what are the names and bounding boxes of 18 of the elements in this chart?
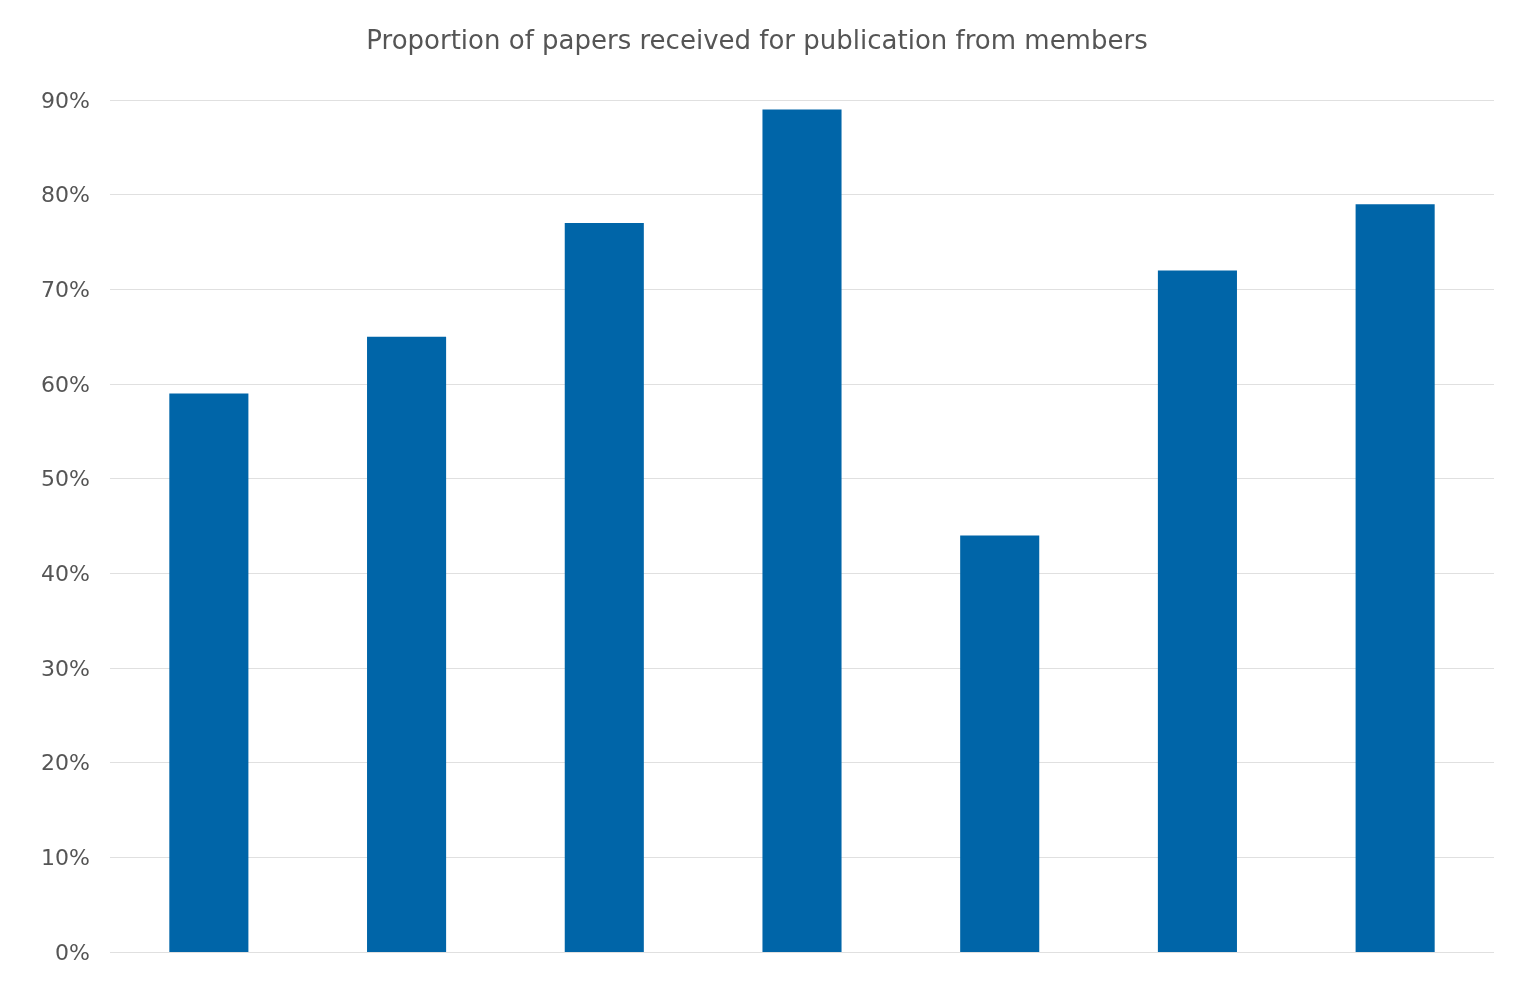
y-tick-label: 10% — [41, 844, 90, 870]
bar — [960, 535, 1040, 952]
y-tick-label: 50% — [41, 466, 90, 492]
bar — [1355, 204, 1435, 952]
y-tick-label: 70% — [41, 276, 90, 302]
bar — [564, 223, 644, 952]
y-tick-label: 20% — [41, 750, 90, 776]
chart-title: Proportion of papers received for publication from members — [366, 25, 1148, 55]
y-tick-label: 0% — [55, 939, 90, 965]
y-tick-label: 30% — [41, 655, 90, 681]
y-tick-label: 80% — [41, 182, 90, 208]
y-tick-label: 90% — [41, 87, 90, 113]
bar — [762, 109, 842, 952]
y-tick-label: 60% — [41, 371, 90, 397]
bar — [1157, 270, 1237, 952]
bar — [169, 393, 249, 952]
bar — [367, 336, 447, 952]
y-tick-label: 40% — [41, 560, 90, 586]
